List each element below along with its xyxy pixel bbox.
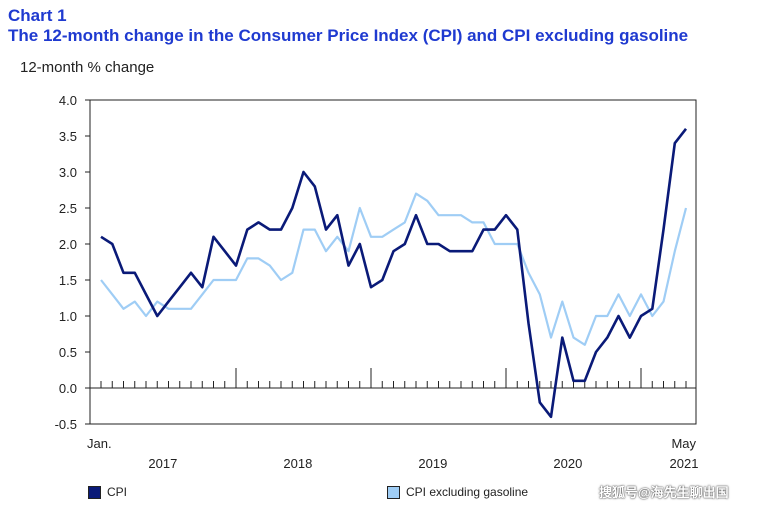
legend-swatch-cpi [88,485,101,499]
chart-title: The 12-month change in the Consumer Pric… [8,26,689,45]
y-tick-label: 3.0 [59,165,77,180]
legend-label-cpi-ex-gas: CPI excluding gasoline [406,485,529,499]
y-tick-label: 0.5 [59,345,77,360]
year-label-2019: 2019 [418,456,447,471]
y-tick-label: 3.5 [59,129,77,144]
year-label-2018: 2018 [283,456,312,471]
legend-label-cpi: CPI [107,485,128,499]
series-line-cpi [100,128,688,419]
series-line-cpi-ex-gas [100,192,688,346]
series-lines [100,128,688,419]
watermark: 搜狐号@海先生聊出国 [599,485,729,500]
y-tick-label: 1.0 [59,309,77,324]
y-tick-label: -0.5 [55,417,77,432]
y-axis-label: 12-month % change [20,59,155,76]
year-label-2021: 2021 [670,456,699,471]
x-axis: Jan. May 2017 2018 2019 2020 2021 [87,368,698,471]
chart-label: Chart 1 [8,6,67,25]
year-label-2020: 2020 [553,456,582,471]
y-tick-label: 0.0 [59,381,77,396]
y-tick-label: 4.0 [59,93,77,108]
y-axis-ticks: 4.0 3.5 3.0 2.5 2.0 1.5 1.0 0.5 0.0 -0.5 [55,93,90,432]
x-end-label: May [671,436,696,451]
legend-item-cpi: CPI [88,485,127,499]
y-tick-label: 2.0 [59,237,77,252]
year-label-2017: 2017 [148,456,177,471]
legend-swatch-cpi-ex-gas [387,485,400,499]
y-tick-label: 2.5 [59,201,77,216]
legend-item-cpi-ex-gas: CPI excluding gasoline [387,485,528,499]
y-tick-label: 1.5 [59,273,77,288]
x-start-label: Jan. [87,436,112,451]
plot-frame [89,99,697,425]
